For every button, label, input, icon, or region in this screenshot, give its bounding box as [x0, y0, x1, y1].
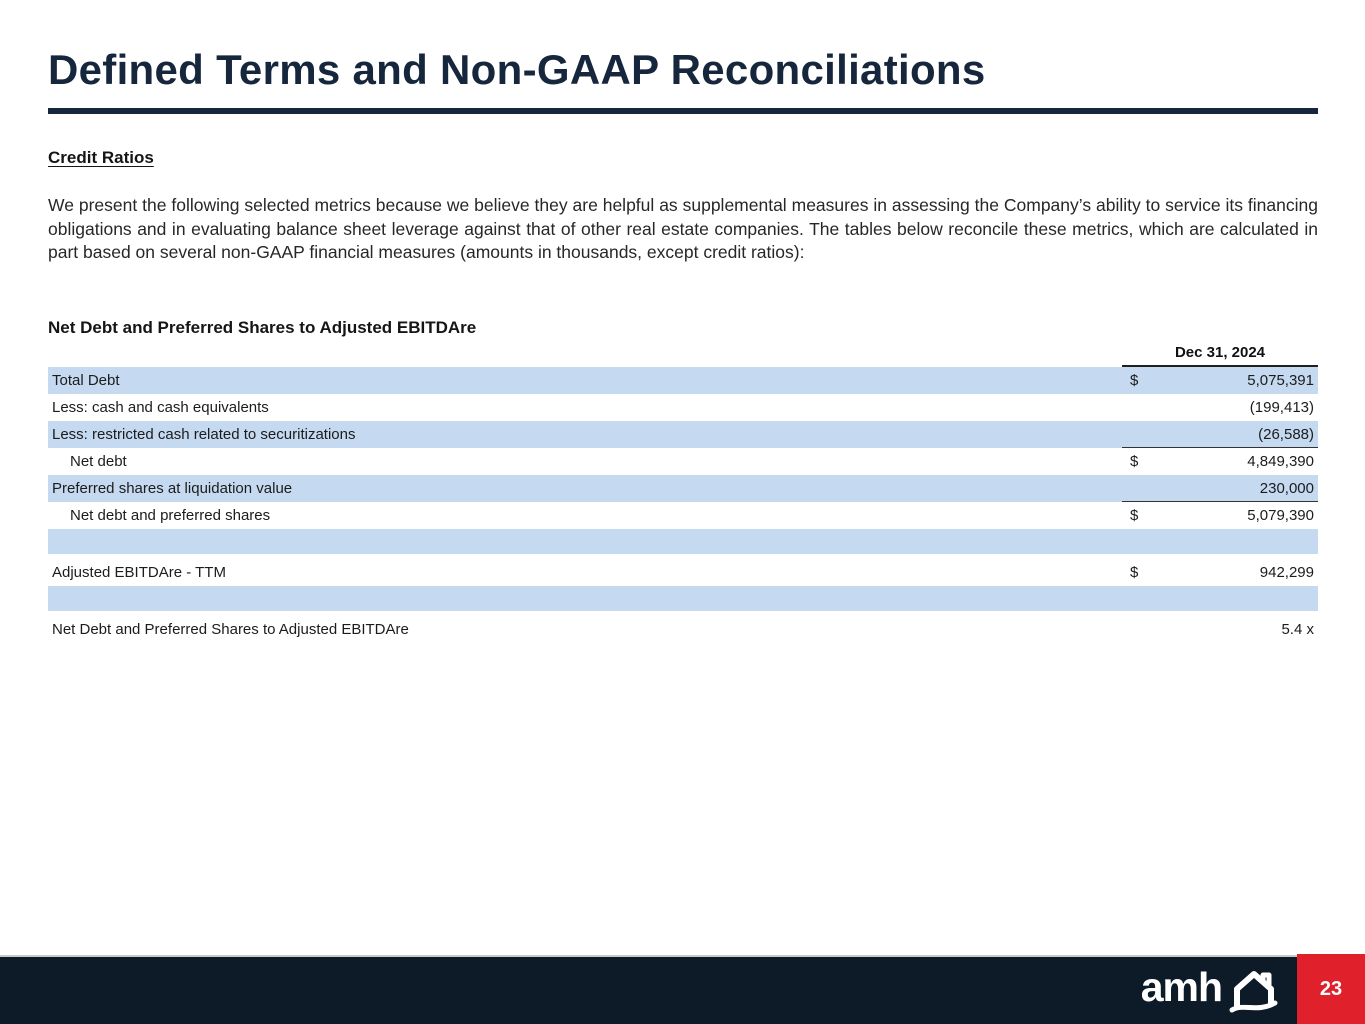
row-values: $4,849,390	[1122, 448, 1318, 475]
row-value: 5,079,390	[1247, 507, 1314, 525]
row-values: $5,075,391	[1122, 367, 1318, 394]
amh-logo-text: amh	[1140, 964, 1223, 1010]
row-values: (26,588)	[1122, 421, 1318, 449]
table-spacer-row	[48, 586, 1318, 612]
column-header: Dec 31, 2024	[1174, 344, 1266, 362]
amh-logo: amh	[1141, 967, 1283, 1015]
row-label: Adjusted EBITDAre - TTM	[52, 564, 226, 582]
house-icon	[1229, 970, 1278, 1012]
row-label: Preferred shares at liquidation value	[52, 480, 293, 498]
title-rule	[48, 108, 1318, 115]
table-row: Less: cash and cash equivalents (199,413)	[48, 394, 1318, 421]
row-value: 5.4 x	[1281, 621, 1314, 639]
intro-paragraph: We present the following selected metric…	[48, 195, 1318, 262]
row-label: Less: restricted cash related to securit…	[52, 426, 356, 444]
table-row: Adjusted EBITDAre - TTM $942,299	[48, 559, 1318, 586]
row-values: 5.4 x	[1122, 616, 1318, 643]
row-label: Net debt and preferred shares	[70, 507, 271, 525]
reconciliation-table: Dec 31, 2024 Total Debt $5,075,391 Less: c…	[48, 340, 1318, 643]
table-spacer-row	[48, 529, 1318, 555]
row-values: 230,000	[1122, 475, 1318, 503]
row-values: $5,079,390	[1122, 502, 1318, 529]
row-label: Net Debt and Preferred Shares to Adjuste…	[52, 621, 409, 639]
row-value: (199,413)	[1249, 399, 1314, 417]
page-number: 23	[1319, 977, 1343, 1000]
table-row: Net debt $4,849,390	[48, 448, 1318, 475]
row-value: 4,849,390	[1247, 453, 1314, 471]
row-value: 5,075,391	[1247, 372, 1314, 390]
row-label: Total Debt	[52, 372, 120, 390]
row-values: (199,413)	[1122, 394, 1318, 421]
table-row: Total Debt $5,075,391	[48, 367, 1318, 395]
row-label: Net debt	[70, 453, 127, 471]
table-row: Net Debt and Preferred Shares to Adjuste…	[48, 616, 1318, 643]
table-row: Preferred shares at liquidation value 230…	[48, 475, 1318, 503]
row-label: Less: cash and cash equivalents	[52, 399, 269, 417]
currency-symbol: $	[1130, 453, 1139, 471]
table-row: Less: restricted cash related to securit…	[48, 421, 1318, 449]
table-title: Net Debt and Preferred Shares to Adjuste…	[48, 318, 477, 338]
row-values: $942,299	[1122, 559, 1318, 586]
table-body: Total Debt $5,075,391 Less: cash and cash …	[48, 367, 1318, 643]
row-value: 230,000	[1259, 479, 1314, 497]
table-row: Net debt and preferred shares $5,079,390	[48, 502, 1318, 529]
currency-symbol: $	[1130, 507, 1139, 525]
slide-content: Defined Terms and Non-GAAP Reconciliatio…	[48, 46, 1318, 643]
footer-bar: amh 23	[0, 954, 1365, 1024]
currency-symbol: $	[1130, 564, 1139, 582]
row-value: 942,299	[1259, 564, 1314, 582]
header-date-cell: Dec 31, 2024	[1122, 340, 1318, 368]
page-number-badge: 23	[1297, 954, 1365, 1024]
row-value: (26,588)	[1258, 425, 1314, 443]
section-heading: Credit Ratios	[48, 148, 154, 168]
currency-symbol: $	[1130, 372, 1139, 390]
table-header-row: Dec 31, 2024	[48, 340, 1318, 368]
page-title: Defined Terms and Non-GAAP Reconciliatio…	[48, 46, 986, 93]
